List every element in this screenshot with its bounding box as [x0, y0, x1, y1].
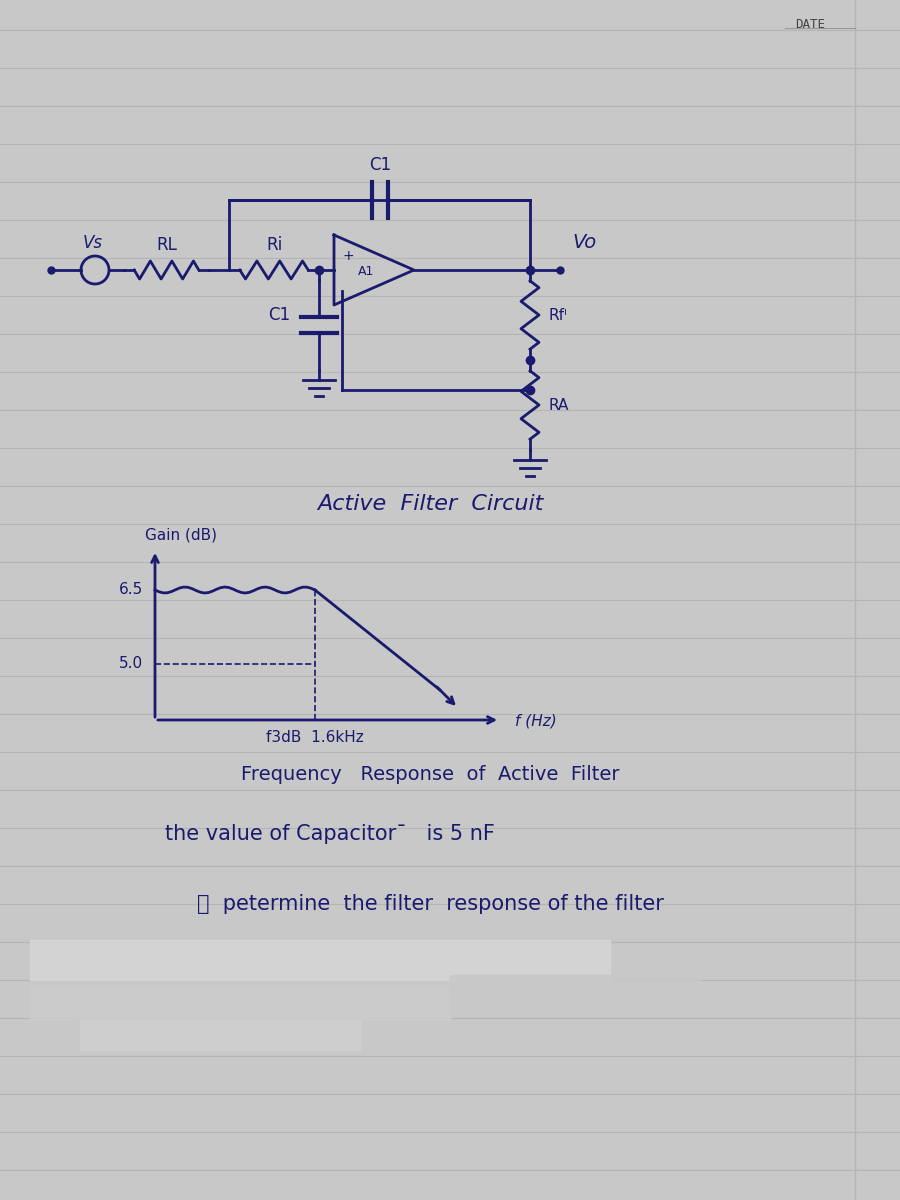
Text: 5.0: 5.0 [119, 656, 143, 672]
Text: A1: A1 [358, 265, 374, 278]
Text: C1: C1 [268, 306, 290, 324]
Text: Rfᴵ: Rfᴵ [548, 307, 567, 323]
Text: RL: RL [156, 236, 177, 254]
Text: +: + [342, 248, 354, 263]
Text: Frequency   Response  of  Active  Filter: Frequency Response of Active Filter [241, 766, 619, 784]
Text: Active  Filter  Circuit: Active Filter Circuit [317, 494, 544, 514]
Text: ⓞ  petermine  the filter  response of the filter: ⓞ petermine the filter response of the f… [196, 894, 663, 914]
Bar [30, 940, 610, 980]
Text: f3dB  1.6kHz: f3dB 1.6kHz [266, 730, 364, 745]
Text: Vo: Vo [572, 233, 596, 252]
Text: Gain (dB): Gain (dB) [145, 528, 217, 542]
Text: RA: RA [548, 397, 569, 413]
Text: 6.5: 6.5 [119, 582, 143, 598]
Bar [30, 985, 450, 1020]
Text: C1: C1 [369, 156, 392, 174]
Bar [80, 1020, 360, 1050]
Text: f (Hz): f (Hz) [515, 713, 557, 728]
Text: DATE: DATE [795, 18, 825, 31]
Text: Vs: Vs [83, 234, 103, 252]
Text: the value of Capacitor¯   is 5 nF: the value of Capacitor¯ is 5 nF [165, 824, 495, 844]
Text: Ri: Ri [266, 236, 282, 254]
Bar [450, 974, 700, 1010]
